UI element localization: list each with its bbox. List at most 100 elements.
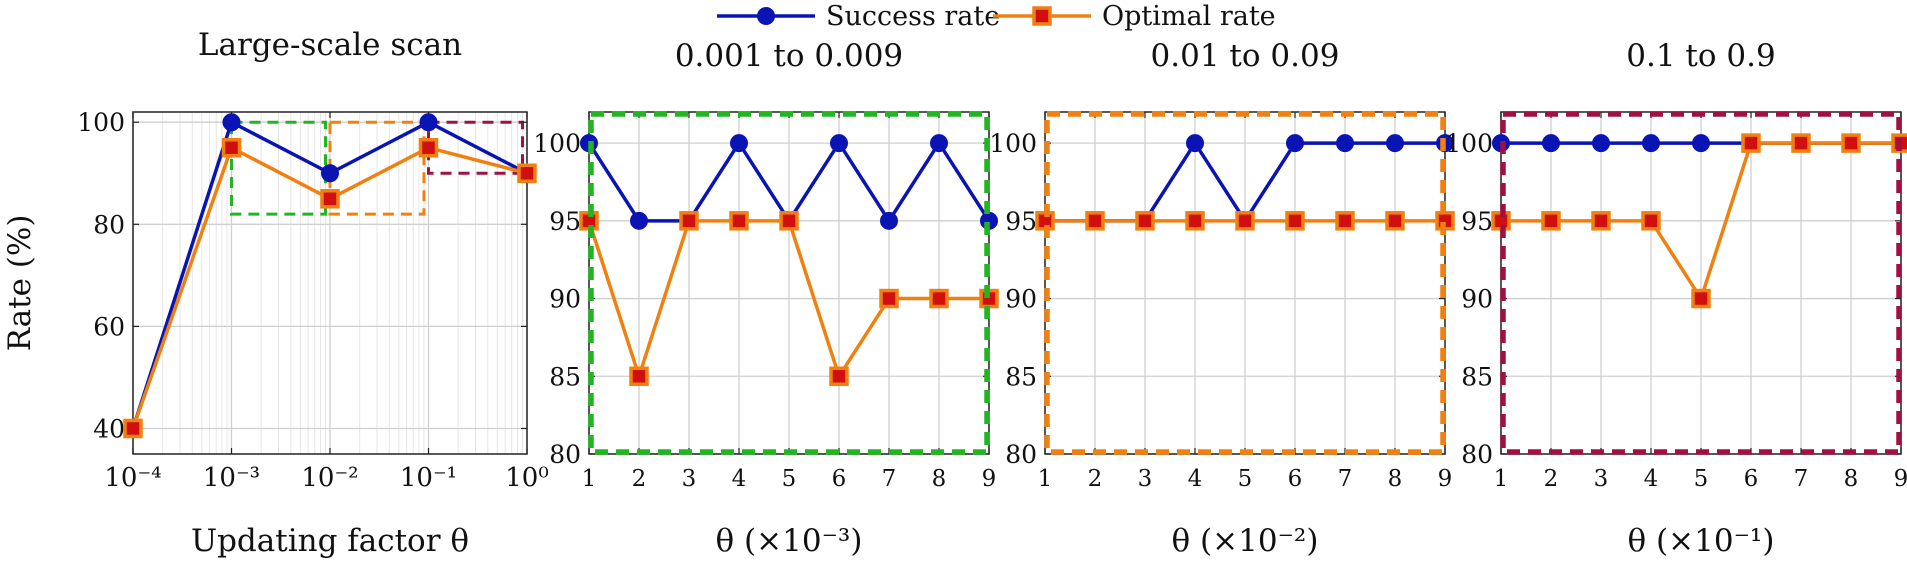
- y-axis-label: Rate (%): [2, 215, 38, 352]
- y-tick-label: 40: [93, 414, 125, 443]
- x-tick-label: 9: [1894, 466, 1907, 492]
- x-tick-label: 2: [1088, 466, 1103, 492]
- panel-title: Large-scale scan: [198, 27, 462, 63]
- y-tick-label: 90: [1005, 285, 1037, 314]
- x-tick-label: 5: [1694, 466, 1709, 492]
- data-point: [829, 366, 849, 387]
- x-tick-label: 5: [1238, 466, 1253, 492]
- series-group: [123, 113, 537, 439]
- x-tick-label: 6: [832, 466, 847, 492]
- y-tick-label: 85: [1461, 362, 1493, 391]
- panel-title: 0.1 to 0.9: [1626, 38, 1775, 74]
- data-point: [1642, 134, 1660, 153]
- series-optimal-rate: [1491, 133, 1907, 309]
- data-point: [1591, 211, 1611, 231]
- panel-title: 0.001 to 0.009: [675, 38, 903, 74]
- data-point: [830, 134, 848, 153]
- zoom-frame: [588, 111, 990, 455]
- series-optimal-rate: [579, 211, 999, 387]
- data-point: [1791, 133, 1811, 153]
- x-tick-label: 4: [732, 466, 747, 492]
- x-tick-label: 5: [782, 466, 797, 492]
- ticks: 1 2 3 4 5 6 7 8 9 80 85 90 95 100: [533, 112, 996, 492]
- x-axis-label: θ (×10⁻²): [1172, 523, 1319, 559]
- data-point: [1641, 211, 1661, 231]
- x-tick-label: 9: [1438, 466, 1453, 492]
- grid: [1044, 112, 1446, 455]
- x-tick-label: 3: [1594, 466, 1609, 492]
- legend-marker: [1032, 6, 1052, 26]
- data-point: [629, 366, 649, 387]
- x-tick-label: 8: [1844, 466, 1859, 492]
- highlight-region-1: [230, 120, 327, 216]
- x-tick-label: 7: [882, 466, 897, 492]
- zoom-frame: [1500, 111, 1902, 455]
- y-tick-label: 90: [549, 285, 581, 314]
- series-optimal-rate: [1035, 211, 1455, 231]
- y-tick-label: 100: [1445, 129, 1493, 158]
- x-tick-label: 2: [1544, 466, 1559, 492]
- data-point: [730, 134, 748, 153]
- x-tick-label: 10⁻¹: [400, 463, 457, 493]
- y-tick-label: 80: [1461, 440, 1493, 469]
- data-point: [321, 164, 339, 183]
- x-tick-label: 3: [1138, 466, 1153, 492]
- series-optimal-rate: [123, 137, 537, 439]
- x-tick-label: 6: [1744, 466, 1759, 492]
- data-point: [1592, 134, 1610, 153]
- chart-panel-1: 10⁻⁴ 10⁻³ 10⁻² 10⁻¹ 10⁰ 40 60 80 100 Large-scale …: [2, 27, 549, 559]
- data-point: [1336, 134, 1354, 153]
- x-tick-label: 6: [1288, 466, 1303, 492]
- panel-title: 0.01 to 0.09: [1151, 38, 1340, 74]
- x-axis-label: Updating factor θ: [191, 523, 469, 559]
- x-tick-label: 3: [682, 466, 697, 492]
- data-point: [1541, 211, 1561, 231]
- x-tick-label: 10⁻³: [203, 463, 260, 493]
- data-point: [222, 113, 241, 132]
- x-tick-label: 10⁻⁴: [104, 463, 161, 493]
- data-point: [320, 189, 340, 209]
- data-point: [1285, 211, 1305, 231]
- x-tick-label: 7: [1338, 466, 1353, 492]
- grid: [588, 112, 990, 455]
- legend-label: Optimal rate: [1102, 1, 1276, 32]
- data-point: [1186, 134, 1204, 153]
- x-tick-label: 4: [1644, 466, 1659, 492]
- data-point: [630, 211, 648, 230]
- data-point: [221, 137, 242, 158]
- x-tick-label: 1: [582, 466, 597, 492]
- x-axis-label: θ (×10⁻³): [716, 523, 863, 559]
- data-point: [779, 211, 799, 231]
- legend-marker: [757, 7, 775, 25]
- y-tick-label: 100: [533, 129, 581, 158]
- x-tick-label: 1: [1494, 466, 1509, 492]
- data-point: [1286, 134, 1304, 153]
- data-point: [1741, 133, 1761, 153]
- data-point: [1385, 211, 1405, 231]
- chart-panel-2: 1 2 3 4 5 6 7 8 9 80 85 90 95 100 0.001 to 0.009 θ (×10…: [533, 38, 999, 559]
- chart-panel-3: 1 2 3 4 5 6 7 8 9 80 85 90 95 100 0.01 to 0.09 θ (×10⁻²…: [989, 38, 1455, 559]
- legend-item-optimal-rate: Optimal rate: [993, 1, 1276, 32]
- ticks: 1 2 3 4 5 6 7 8 9 80 85 90 95 100: [989, 112, 1452, 492]
- data-point: [1085, 211, 1105, 231]
- data-point: [1185, 211, 1205, 231]
- y-tick-label: 80: [1005, 440, 1037, 469]
- x-tick-label: 10⁰: [505, 463, 549, 493]
- x-tick-label: 4: [1188, 466, 1203, 492]
- chart-panel-4: 1 2 3 4 5 6 7 8 9 80 85 90 95 100 0.1 to 0.9 θ (×10⁻¹): [1445, 38, 1907, 559]
- data-point: [1335, 211, 1355, 231]
- highlight-region-3: [427, 120, 524, 175]
- data-point: [1692, 134, 1710, 153]
- data-point: [929, 288, 949, 309]
- y-tick-label: 80: [549, 440, 581, 469]
- x-tick-label: 10⁻²: [301, 463, 358, 493]
- data-point: [123, 418, 143, 439]
- ticks: 1 2 3 4 5 6 7 8 9 80 85 90 95 100: [1445, 112, 1907, 492]
- x-tick-label: 1: [1038, 466, 1053, 492]
- data-point: [880, 211, 898, 230]
- x-tick-label: 9: [982, 466, 997, 492]
- data-point: [418, 137, 439, 158]
- data-point: [679, 211, 699, 231]
- data-point: [729, 211, 749, 231]
